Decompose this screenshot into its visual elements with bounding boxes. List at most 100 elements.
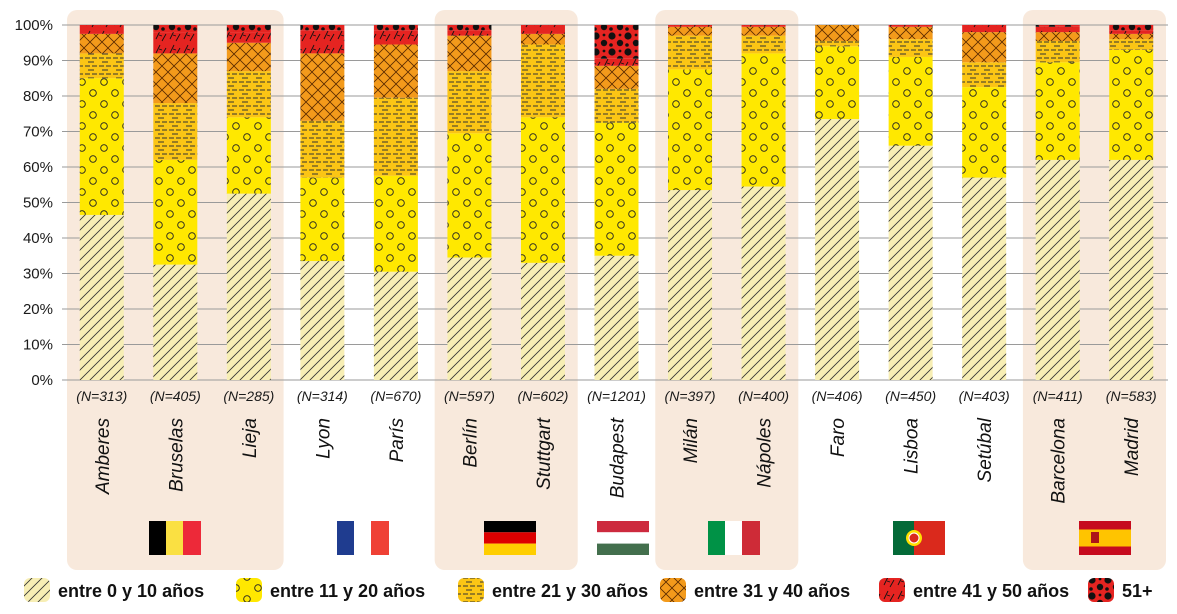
belgium-flag bbox=[149, 521, 201, 555]
city-label: Budapest bbox=[608, 417, 629, 498]
sample-size-label: (N=400) bbox=[738, 388, 789, 404]
legend-label: entre 0 y 10 años bbox=[58, 581, 204, 601]
legend-label: entre 41 y 50 años bbox=[913, 581, 1069, 601]
bar-segment bbox=[594, 25, 639, 59]
bar-segment bbox=[1109, 49, 1154, 160]
bar-segment bbox=[79, 53, 124, 79]
bar-segment bbox=[1109, 25, 1154, 31]
bar-segment bbox=[300, 120, 345, 178]
sample-size-label: (N=313) bbox=[76, 388, 127, 404]
flags bbox=[149, 521, 1131, 555]
bar-segment bbox=[888, 56, 933, 146]
bar-segment bbox=[1109, 159, 1154, 380]
bar-segment bbox=[373, 175, 418, 272]
bar-segment bbox=[153, 159, 198, 265]
bar-segment bbox=[815, 46, 860, 120]
bar-segment bbox=[888, 25, 933, 27]
bar-segment bbox=[741, 26, 786, 36]
bar-segment bbox=[300, 30, 345, 54]
bar-segment bbox=[447, 30, 492, 36]
y-tick-label: 10% bbox=[23, 337, 53, 354]
bar-segment bbox=[153, 103, 198, 160]
legend-item: 51+ bbox=[1088, 578, 1153, 602]
germany-flag bbox=[484, 521, 536, 555]
bar-segment bbox=[373, 25, 418, 31]
bar-segment bbox=[594, 255, 639, 380]
bar-segment bbox=[1035, 159, 1080, 380]
bar-segment bbox=[741, 25, 786, 27]
sample-size-label: (N=1201) bbox=[587, 388, 646, 404]
bar-segment bbox=[226, 42, 271, 72]
legend-swatch bbox=[1088, 578, 1114, 602]
legend-label: entre 31 y 40 años bbox=[694, 581, 850, 601]
y-tick-label: 60% bbox=[23, 159, 53, 176]
bar-segment bbox=[962, 62, 1007, 88]
city-label: Amberes bbox=[93, 418, 114, 496]
city-label: Faro bbox=[828, 418, 849, 457]
bar-segment bbox=[1109, 30, 1154, 34]
bar-segment bbox=[668, 190, 713, 380]
sample-size-label: (N=397) bbox=[665, 388, 716, 404]
sample-size-labels: (N=313) (N=405) (N=285) (N=314) (N=670) (N=59… bbox=[76, 388, 1156, 404]
bar-segment bbox=[79, 214, 124, 380]
legend-swatch bbox=[458, 578, 484, 602]
y-tick-label: 30% bbox=[23, 266, 53, 283]
bar-segment bbox=[153, 53, 198, 104]
bar-segment bbox=[741, 53, 786, 187]
bar-segment bbox=[153, 32, 198, 54]
sample-size-label: (N=403) bbox=[959, 388, 1010, 404]
city-labels: Amberes Bruselas Lieja Lyon París Berlín Stutt… bbox=[93, 417, 1143, 504]
bar-segment bbox=[815, 119, 860, 380]
portugal-flag bbox=[893, 521, 945, 555]
city-label: Nápoles bbox=[755, 418, 776, 488]
bar-segment bbox=[815, 25, 860, 41]
bars bbox=[79, 25, 1154, 380]
legend-label: entre 11 y 20 años bbox=[270, 581, 425, 601]
bar-segment bbox=[741, 186, 786, 380]
bar-segment bbox=[153, 25, 198, 33]
bar-segment bbox=[79, 25, 124, 34]
bar-segment bbox=[594, 58, 639, 66]
bar-segment bbox=[815, 40, 860, 47]
city-label: Milán bbox=[681, 418, 702, 463]
city-label: Setúbal bbox=[975, 417, 996, 482]
y-tick-label: 40% bbox=[23, 230, 53, 247]
bar-segment bbox=[668, 69, 713, 191]
bar-segment bbox=[962, 87, 1007, 178]
legend-item: entre 0 y 10 años bbox=[24, 578, 204, 602]
bar-segment bbox=[888, 39, 933, 57]
bar-segment bbox=[447, 133, 492, 258]
italy-flag bbox=[708, 521, 760, 555]
y-tick-label: 90% bbox=[23, 53, 53, 70]
bar-segment bbox=[1035, 32, 1080, 41]
legend-swatch bbox=[879, 578, 905, 602]
sample-size-label: (N=285) bbox=[223, 388, 274, 404]
bar-segment bbox=[1035, 26, 1080, 33]
bar-segment bbox=[594, 65, 639, 89]
bar-segment bbox=[888, 26, 933, 40]
y-axis-tick-labels: 0% 10% 20% 30% 40% 50% 60% 70% 80% 90% 100% bbox=[15, 17, 53, 389]
bar-segment bbox=[520, 117, 565, 263]
sample-size-label: (N=314) bbox=[297, 388, 348, 404]
france-flag bbox=[337, 521, 389, 555]
bar-segment bbox=[520, 262, 565, 380]
city-label: Berlín bbox=[460, 418, 481, 468]
sample-size-label: (N=450) bbox=[885, 388, 936, 404]
bar-segment bbox=[1109, 39, 1154, 50]
city-label: Barcelona bbox=[1049, 418, 1070, 504]
legend-swatch bbox=[236, 578, 262, 602]
bar-segment bbox=[226, 193, 271, 380]
bar-segment bbox=[594, 122, 639, 256]
bar-segment bbox=[373, 97, 418, 176]
legend-item: entre 21 y 30 años bbox=[458, 578, 648, 602]
y-tick-label: 70% bbox=[23, 124, 53, 141]
bar-segment bbox=[520, 44, 565, 118]
bar-segment bbox=[962, 32, 1007, 63]
bar-segment bbox=[226, 71, 271, 118]
y-tick-label: 20% bbox=[23, 301, 53, 318]
bar-segment bbox=[741, 35, 786, 54]
legend-item: entre 41 y 50 años bbox=[879, 578, 1069, 602]
bar-segment bbox=[226, 32, 271, 43]
bar-segment bbox=[888, 145, 933, 380]
city-label: París bbox=[387, 418, 408, 463]
